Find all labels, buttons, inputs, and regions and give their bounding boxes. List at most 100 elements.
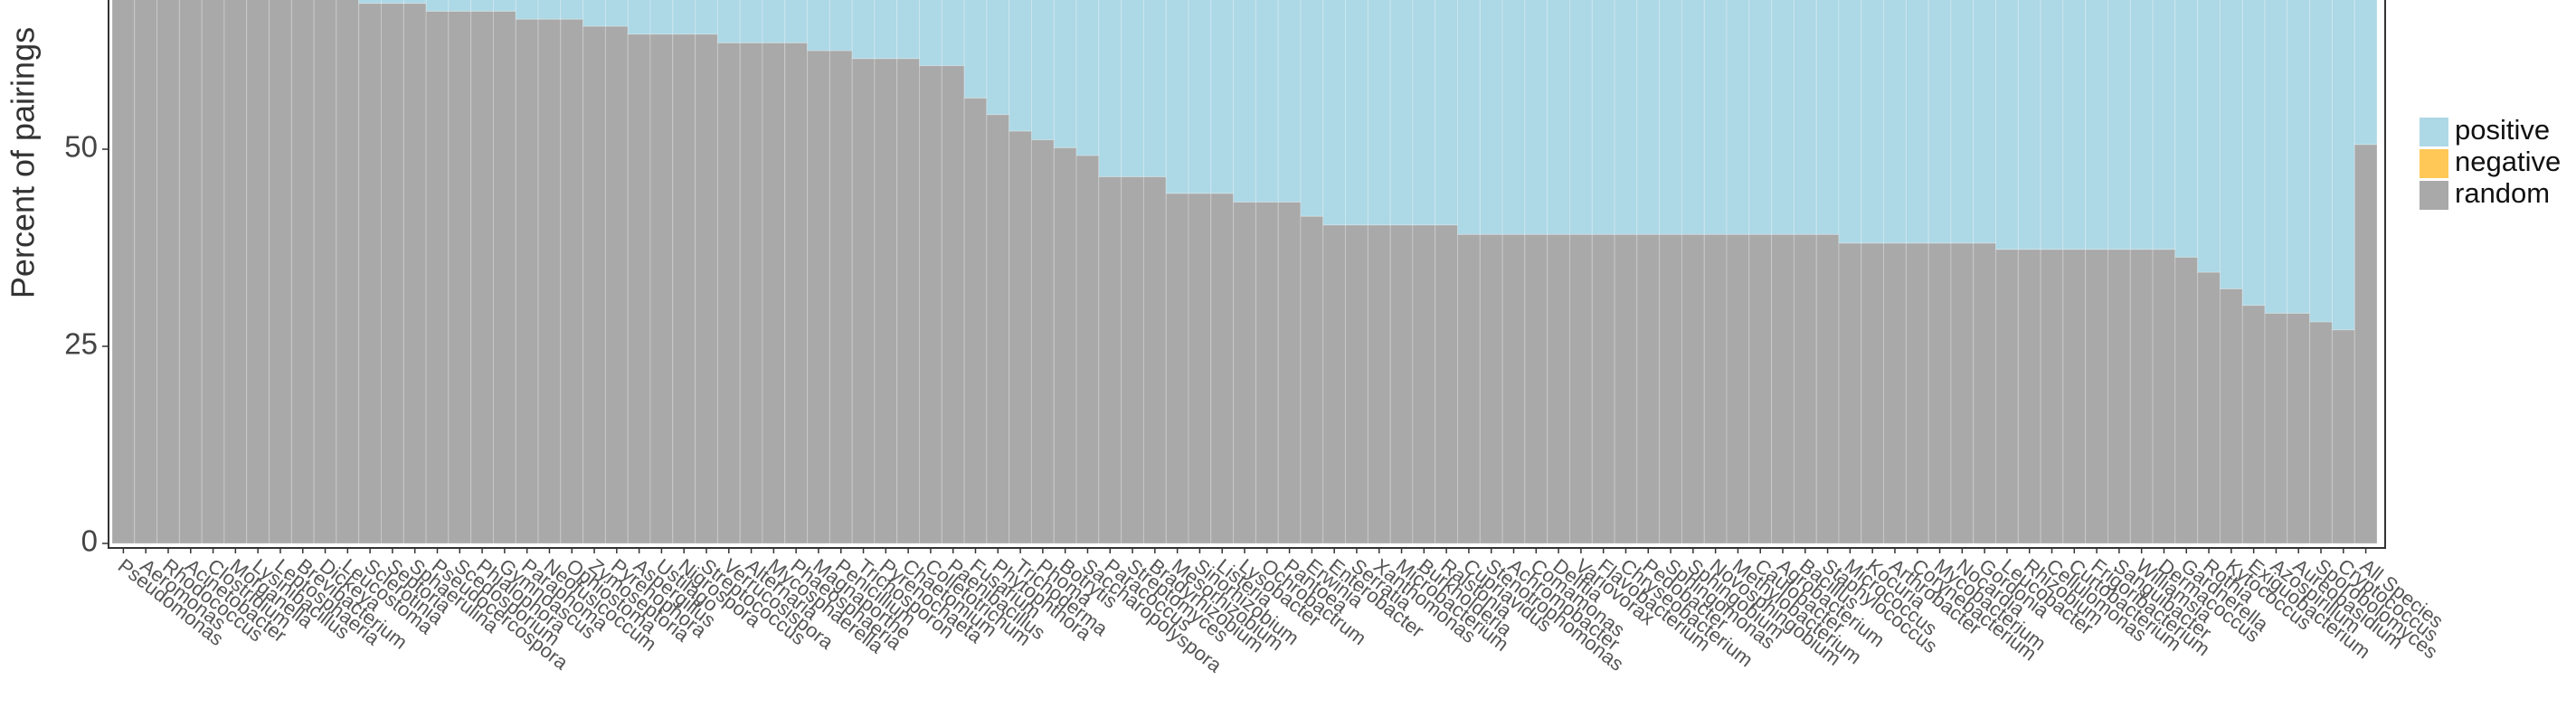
bar-segment [963,97,988,544]
bar-segment [604,0,629,27]
bar-segment [1815,233,1840,544]
bar-segment [2174,256,2199,544]
bar-segment [1703,233,1728,544]
plot-frame [108,0,2386,549]
bar-segment [537,0,562,20]
bar-segment [1748,233,1773,544]
bar-segment [1793,0,1817,235]
bar-segment [919,65,942,544]
bar-segment [1547,0,1570,235]
legend-swatch [2420,149,2448,178]
bar-segment [1838,242,1862,544]
bar-segment [1435,224,1459,544]
bar-segment [1995,249,2019,544]
bar-segment [1501,0,1526,235]
bar-segment [2129,249,2154,544]
bar-segment [1030,0,1055,141]
bar-segment [762,42,786,544]
bar-segment [1277,201,1302,544]
bar-segment [762,0,786,43]
bar-segment [1950,0,1975,244]
bar-segment [1009,130,1032,544]
bar-segment [2017,249,2041,544]
bar-segment [269,0,292,544]
bar-segment [2040,249,2064,544]
bar-segment [807,0,830,52]
bar-segment [739,0,763,43]
bar-segment [1703,0,1728,235]
bar-segment [1479,0,1503,235]
bar-segment [649,33,674,544]
bar-segment [851,0,876,60]
bar-segment [1950,242,1975,544]
bar-segment [1927,242,1952,544]
bar-segment [1053,0,1077,148]
bar-segment [1591,0,1615,235]
bar-segment [1367,0,1391,226]
bar-segment [492,0,516,12]
bar-segment [2085,0,2108,250]
bar-segment [716,42,741,544]
bar-segment [582,25,606,544]
bar-segment [2219,288,2243,544]
bar-segment [1479,233,1503,544]
bar-segment [2107,0,2131,250]
bar-segment [1681,233,1705,544]
bar-segment [1771,0,1795,235]
bar-segment [1188,193,1212,544]
bar-segment [290,0,315,544]
bar-segment [358,0,383,5]
bar-segment [402,0,427,5]
bar-segment [1524,233,1548,544]
bar-segment [1277,0,1302,203]
bar-segment [448,10,472,544]
bar-segment [1142,0,1167,178]
bar-segment [1793,233,1817,544]
bar-segment [627,33,651,544]
bar-segment [1165,193,1189,544]
bar-segment [2085,249,2108,544]
bar-segment [1659,0,1682,235]
bar-segment [402,3,427,544]
bar-segment [1457,0,1481,235]
bar-segment [1255,201,1279,544]
bar-segment [381,0,404,5]
bar-segment [896,0,921,60]
bar-segment [1345,224,1368,544]
bar-segment [851,58,876,544]
bar-segment [941,0,965,67]
bar-segment [829,0,853,52]
bar-segment [784,0,809,43]
bar-segment [178,0,203,544]
bar-segment [716,0,741,43]
bar-segment [1995,0,2019,250]
bar-segment [1501,233,1526,544]
bar-segment [2287,312,2311,544]
bar-segment [2241,305,2266,544]
bar-segment [313,0,337,544]
bar-segment [2309,0,2333,323]
bar-segment [246,0,270,544]
bar-segment [1389,224,1414,544]
bar-segment [537,18,562,544]
bar-segment [2241,0,2266,307]
bar-segment [1255,0,1279,203]
bar-segment [223,0,248,544]
bar-segment [1614,233,1638,544]
bar-segment [1547,233,1570,544]
bar-segment [2287,0,2311,314]
bar-segment [986,0,1010,116]
bar-segment [134,0,158,544]
bar-segment [1435,0,1459,226]
y-tick-label: 25 [64,327,98,361]
bar-segment [1861,242,1885,544]
bar-segment [2152,249,2176,544]
bar-segment [425,0,450,12]
bar-segment [1568,233,1593,544]
bar-segment [919,0,942,67]
bar-segment [1210,193,1235,544]
bar-segment [695,0,718,35]
bar-segment [1883,242,1907,544]
bar-segment [2040,0,2064,250]
